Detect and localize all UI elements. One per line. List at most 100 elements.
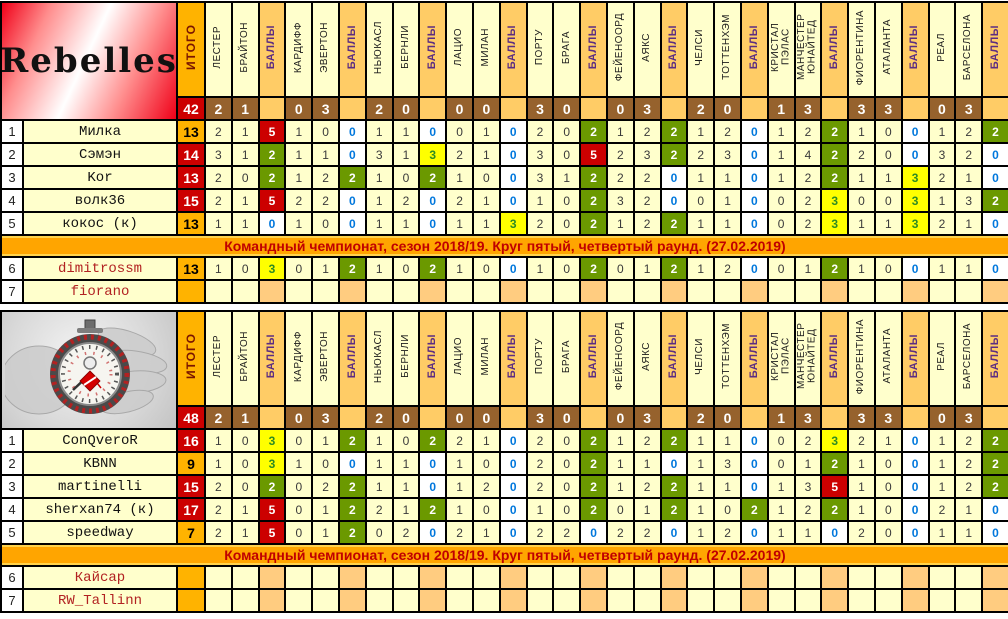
points-cell-empty [418,565,448,590]
stopwatch-icon [5,319,168,415]
match-result-away: 3 [632,96,662,121]
row-number: 2 [0,451,24,476]
points-cell-empty [257,565,287,590]
prediction-away: 1 [471,520,501,545]
points-cell: 0 [498,165,528,190]
match-result-points-spacer [820,405,850,430]
prediction-home: 2 [525,428,555,453]
prediction-home: 1 [847,451,876,476]
header-team-home: КАРДИФФ [284,309,314,408]
points-cell: 0 [900,256,930,281]
match-result-away: 0 [471,96,501,121]
points-cell: 2 [659,474,689,499]
header-team-away-label: МАНЧЕСТЕР ЮНАЙТЕД [796,14,818,81]
prediction-away: 1 [873,428,903,453]
header-team-away: МИЛАН [471,309,501,408]
points-cell: 0 [739,211,769,236]
points-cell-empty [498,588,528,613]
prediction-away: 1 [713,165,742,190]
header-points-label: БАЛЛЫ [265,25,278,70]
prediction-home: 1 [525,188,555,213]
header-team-home: ФЕЙЕНООРД [605,309,635,408]
prediction-home: 0 [284,474,314,499]
prediction-home: 3 [927,142,957,167]
header-team-home: КРИСТАЛ ПЭЛАС [766,309,796,408]
prediction-away: 0 [552,428,582,453]
prediction-home: 1 [766,165,796,190]
header-team-home-label: РЕАЛ [935,32,947,62]
points-cell-empty [498,565,528,590]
stopwatch-logo-cell [0,310,178,430]
prediction-home: 1 [445,211,474,236]
header-points: БАЛЛЫ [418,0,448,99]
prediction-away: 1 [873,165,903,190]
header-team-home-label: РЕАЛ [935,341,947,371]
header-team-away: АТАЛАНТА [873,309,903,408]
match-result-points-spacer [739,96,769,121]
prediction-home: 0 [364,520,394,545]
prediction-home: 2 [204,165,233,190]
points-cell: 0 [900,142,930,167]
match-result-home: 0 [927,405,957,430]
player-total: 14 [176,142,206,167]
prediction-away: 1 [391,474,421,499]
prediction-home: 2 [204,119,233,144]
match-result-away: 3 [632,405,662,430]
header-points: БАЛЛЫ [900,0,930,99]
prediction-away-empty [230,565,260,590]
points-cell: 0 [337,142,367,167]
prediction-home: 1 [364,119,394,144]
prediction-away: 0 [552,474,582,499]
prediction-away: 0 [311,119,340,144]
prediction-home: 1 [284,211,314,236]
prediction-away: 3 [793,474,823,499]
prediction-home: 0 [284,428,314,453]
points-cell: 5 [820,474,850,499]
points-cell: 0 [418,119,448,144]
prediction-away-empty [632,279,662,304]
row-number: 2 [0,142,24,167]
points-cell: 0 [498,119,528,144]
points-cell: 3 [900,165,930,190]
player-row: 3 Kor 13 2 0 2 1 2 2 1 0 2 1 0 0 3 1 2 2 2 0 1 1 0 1 2 2 1 1 3 2 1 0 [0,165,1008,190]
prediction-away: 1 [713,474,742,499]
points-cell: 3 [900,211,930,236]
prediction-home-empty [847,588,876,613]
header-points-label: БАЛЛЫ [827,25,840,70]
header-team-home-label: ФЕЙЕНООРД [614,322,626,391]
prediction-home: 2 [686,142,716,167]
match-result-home: 3 [525,96,555,121]
points-cell-empty [981,588,1008,613]
match-result-home: 0 [605,405,635,430]
prediction-away: 2 [391,520,421,545]
header-points-label: БАЛЛЫ [747,334,760,379]
prediction-away: 1 [954,211,984,236]
header-points-label: БАЛЛЫ [747,25,760,70]
prediction-home: 1 [686,497,716,522]
header-team-home-label: ФИОРЕНТИНА [855,9,867,85]
prediction-home: 3 [525,142,555,167]
prediction-away: 1 [954,165,984,190]
match-result-home: 2 [686,96,716,121]
points-cell: 0 [739,256,769,281]
prediction-away: 2 [311,165,340,190]
prediction-home: 2 [927,211,957,236]
points-cell: 2 [659,428,689,453]
prediction-home: 1 [605,119,635,144]
points-cell-empty [739,565,769,590]
header-team-home-label: ПОРТУ [533,338,545,375]
points-cell: 2 [659,256,689,281]
prediction-away: 0 [552,188,582,213]
header-team-home: КРИСТАЛ ПЭЛАС [766,0,796,99]
prediction-away-empty [471,588,501,613]
prediction-home: 0 [766,428,796,453]
points-cell: 3 [257,428,287,453]
match-result-home: 0 [445,405,474,430]
player-name: Кайсар [22,565,178,590]
header-points: БАЛЛЫ [981,309,1008,408]
header-team-away-label: ТОТТЕНХЭМ [721,14,733,81]
match-result-home: 2 [364,405,394,430]
header-points-label: БАЛЛЫ [506,334,519,379]
header-points: БАЛЛЫ [820,0,850,99]
header-team-away: БАРСЕЛОНА [954,0,984,99]
